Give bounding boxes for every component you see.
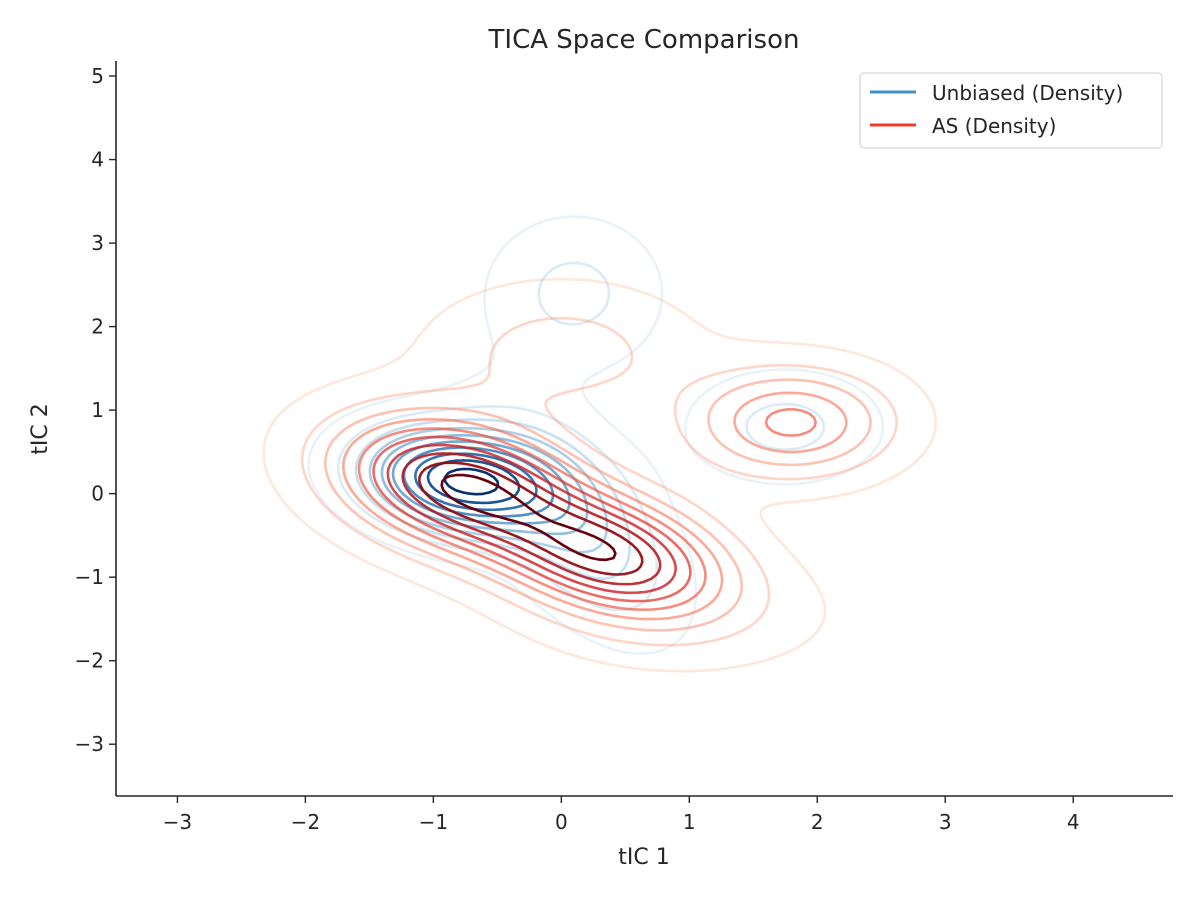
x-axis-label: tIC 1: [618, 845, 669, 870]
x-tick-label: −3: [163, 810, 192, 834]
y-tick-label: −3: [75, 732, 104, 756]
y-axis-label: tIC 2: [28, 403, 53, 454]
y-tick-label: 5: [91, 64, 104, 88]
contour-level: [262, 277, 937, 673]
contour-level: [418, 461, 644, 576]
as-density-contours: [262, 277, 937, 673]
legend-label-unbiased: Unbiased (Density): [932, 81, 1123, 105]
contour-level: [386, 443, 677, 595]
chart-title: TICA Space Comparison: [488, 25, 800, 55]
contour-level: [307, 215, 885, 655]
y-tick-label: −1: [75, 565, 104, 589]
y-tick-label: 3: [91, 231, 104, 255]
y-tick-label: 0: [91, 482, 104, 506]
x-tick-label: 0: [555, 810, 568, 834]
legend-box: [859, 72, 1163, 149]
contour-level: [354, 418, 631, 580]
contour-level: [342, 391, 848, 621]
y-tick-label: 1: [91, 398, 104, 422]
contour-level: [372, 435, 692, 603]
contour-level: [300, 316, 898, 647]
x-tick-label: 3: [939, 810, 952, 834]
contour-level: [426, 459, 521, 505]
contour-level: [401, 452, 662, 586]
y-tick-label: −2: [75, 649, 104, 673]
legend-label-as: AS (Density): [932, 114, 1056, 138]
y-axis-ticks: −3 −2 −1 0 1 2 3 4 5: [75, 64, 116, 756]
axes: −3 −2 −1 0 1 2 3 4 −3 −2 −1 0 1 2 3 4 5: [75, 61, 1173, 834]
y-tick-label: 2: [91, 315, 104, 339]
x-tick-label: −2: [291, 810, 320, 834]
x-axis-ticks: −3 −2 −1 0 1 2 3 4: [163, 796, 1080, 834]
y-tick-label: 4: [91, 148, 104, 172]
contour-level: [440, 473, 617, 562]
x-tick-label: 1: [683, 810, 696, 834]
x-tick-label: 4: [1067, 810, 1080, 834]
legend: Unbiased (Density) AS (Density): [859, 72, 1163, 149]
x-tick-label: −1: [419, 810, 448, 834]
plot-area: [262, 215, 937, 673]
contour-level: [357, 408, 817, 611]
x-tick-label: 2: [811, 810, 824, 834]
contour-level: [324, 378, 872, 632]
